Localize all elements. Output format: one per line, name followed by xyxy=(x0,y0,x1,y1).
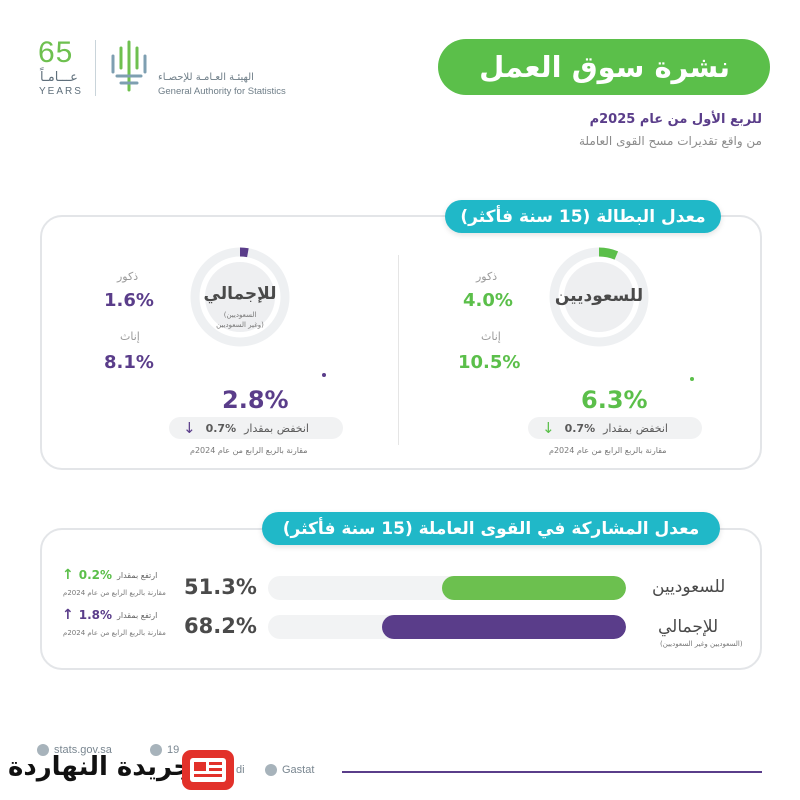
globe-icon xyxy=(37,744,49,756)
saudis-unemployment-rate: 6.3% xyxy=(581,386,648,414)
saudis-females-value: 10.5% xyxy=(458,352,521,373)
total-change-text: انخفض بمقدار xyxy=(244,421,309,435)
total-ring-label: للإجمالي xyxy=(203,284,277,304)
org-name-ar: الهيئـة العـامـة للإحصـاء xyxy=(158,72,254,83)
gastat-logo-icon xyxy=(111,40,147,92)
footer-phone-text: 19 xyxy=(167,744,180,756)
participation-total-change-text: ارتفع بمقدار xyxy=(117,610,158,620)
quarter-subtitle: للربع الأول من عام 2025م xyxy=(589,112,762,127)
footer-linkedin-text: Gastat xyxy=(282,764,315,776)
saudis-unemployment-ring xyxy=(549,247,649,347)
participation-total-change-value: 1.8% xyxy=(78,608,113,622)
participation-total-change: ↑ 1.8% ارتفع بمقدار xyxy=(62,607,157,623)
total-comparison: مقارنة بالربع الرابع من عام 2024م xyxy=(190,446,308,455)
footer-website-text: stats.gov.sa xyxy=(54,744,112,756)
participation-total-bar xyxy=(381,615,626,639)
arrow-up-icon: ↑ xyxy=(62,567,74,583)
total-change-value: 0.7% xyxy=(205,421,237,435)
ring-dot xyxy=(322,373,326,377)
footer-rule xyxy=(342,771,762,773)
total-females-value: 8.1% xyxy=(104,352,154,373)
participation-saudis-bar-track xyxy=(268,576,626,600)
unemployment-panel xyxy=(40,215,762,470)
org-name-en: General Authority for Statistics xyxy=(158,86,286,97)
total-ring-sub1: (السعوديين xyxy=(223,311,257,319)
participation-total-bar-track xyxy=(268,615,626,639)
years-number-text: 65 xyxy=(38,36,74,69)
footer-phone[interactable]: 19 xyxy=(150,744,179,756)
saudis-males-value: 4.0% xyxy=(463,290,513,311)
saudis-change-value: 0.7% xyxy=(564,421,596,435)
participation-saudis-change-value: 0.2% xyxy=(78,568,113,582)
total-change-pill: ↓ 0.7% انخفض بمقدار xyxy=(169,417,343,439)
participation-section-title: معدل المشاركة في القوى العاملة (15 سنة ف… xyxy=(262,512,720,545)
saudis-comparison: مقارنة بالربع الرابع من عام 2024م xyxy=(549,446,667,455)
participation-saudis-change-text: ارتفع بمقدار xyxy=(117,570,158,580)
total-unemployment-ring xyxy=(190,247,290,347)
bulletin-title-text: نشرة سوق العمل xyxy=(479,50,730,84)
saudis-change-pill: ↓ 0.7% انخفض بمقدار xyxy=(528,417,702,439)
footer-social[interactable]: di xyxy=(236,764,245,776)
linkedin-icon xyxy=(265,764,277,776)
logo-divider xyxy=(95,40,96,96)
arrow-up-icon: ↑ xyxy=(62,607,74,623)
years-en: YEARS xyxy=(39,86,83,97)
footer-social-text: di xyxy=(236,764,245,776)
saudis-ring-label: للسعوديين xyxy=(554,286,644,306)
arrow-down-icon: ↓ xyxy=(183,419,196,437)
participation-total-value: 68.2% xyxy=(184,614,257,638)
saudis-females-label: إناث xyxy=(481,330,501,343)
newspaper-logo-icon xyxy=(182,750,234,790)
years-ar: عـــامـاً xyxy=(40,70,78,85)
participation-total-comparison: مقارنة بالربع الرابع من عام 2024م xyxy=(63,629,166,637)
participation-saudis-value: 51.3% xyxy=(184,575,257,599)
total-ring-sub2: وغير السعوديين) xyxy=(216,321,264,329)
participation-saudis-change: ↑ 0.2% ارتفع بمقدار xyxy=(62,567,157,583)
phone-icon xyxy=(150,744,162,756)
participation-saudis-label: للسعوديين xyxy=(652,577,726,597)
saudis-males-label: ذكور xyxy=(476,270,498,283)
unemployment-section-title: معدل البطالة (15 سنة فأكثر) xyxy=(445,200,721,233)
total-males-label: ذكور xyxy=(117,270,139,283)
total-unemployment-rate: 2.8% xyxy=(222,386,289,414)
total-females-label: إناث xyxy=(120,330,140,343)
newspaper-watermark: جريدة النهاردة xyxy=(8,752,192,782)
panel-divider xyxy=(398,255,399,445)
bulletin-title: نشرة سوق العمل xyxy=(438,39,770,95)
source-note: من واقع تقديرات مسح القوى العاملة xyxy=(579,134,762,148)
total-unemployment-arc xyxy=(239,247,249,258)
footer-website[interactable]: stats.gov.sa xyxy=(37,744,112,756)
saudis-change-text: انخفض بمقدار xyxy=(603,421,668,435)
total-males-value: 1.6% xyxy=(104,290,154,311)
participation-total-label: للإجمالي xyxy=(658,617,719,637)
participation-saudis-comparison: مقارنة بالربع الرابع من عام 2024م xyxy=(63,589,166,597)
ring-dot xyxy=(690,377,694,381)
participation-total-sublabel: (السعوديين وغير السعوديين) xyxy=(660,640,743,648)
years-number: 65 xyxy=(38,36,73,70)
saudis-unemployment-arc xyxy=(598,247,619,260)
arrow-down-icon: ↓ xyxy=(542,419,555,437)
footer-linkedin[interactable]: Gastat xyxy=(265,764,314,776)
participation-saudis-bar xyxy=(442,576,626,600)
